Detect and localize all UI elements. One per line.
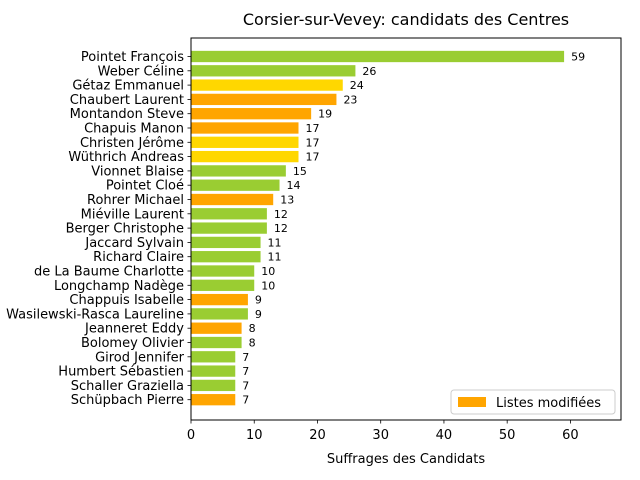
bar xyxy=(191,308,248,320)
bar xyxy=(191,322,242,334)
y-tick-label: Weber Céline xyxy=(98,64,184,79)
y-tick-label: Chappuis Isabelle xyxy=(69,293,184,308)
y-tick-label: Chapuis Manon xyxy=(84,122,184,137)
bar xyxy=(191,251,261,263)
value-label: 59 xyxy=(571,51,585,64)
bar xyxy=(191,65,356,77)
bar xyxy=(191,50,565,63)
value-label: 7 xyxy=(242,379,249,392)
bar xyxy=(191,365,236,377)
bar xyxy=(191,79,343,91)
value-label: 17 xyxy=(306,122,320,135)
bar xyxy=(191,122,299,134)
value-label: 8 xyxy=(249,337,256,350)
y-tick-label: Pointet Cloé xyxy=(106,179,184,194)
y-tick-label: de La Baume Charlotte xyxy=(34,265,184,280)
bar xyxy=(191,236,261,249)
y-tick-label: Berger Christophe xyxy=(66,222,184,237)
y-tick-label: Richard Claire xyxy=(93,250,184,265)
value-label: 13 xyxy=(280,194,294,207)
bar xyxy=(191,93,337,106)
y-tick-label: Gétaz Emmanuel xyxy=(72,79,184,94)
legend-label: Listes modifiées xyxy=(496,396,601,411)
legend-box xyxy=(450,389,616,415)
y-tick-label: Chaubert Laurent xyxy=(70,93,184,108)
bar xyxy=(191,222,267,234)
value-label: 7 xyxy=(242,394,249,407)
y-tick-label: Humbert Sébastien xyxy=(58,365,184,380)
bar xyxy=(191,394,236,406)
plot-frame xyxy=(190,37,622,421)
legend-swatch xyxy=(458,397,486,407)
x-tick-label: 50 xyxy=(499,428,516,443)
x-tick-label: 0 xyxy=(187,428,195,443)
value-label: 12 xyxy=(274,222,288,235)
bar xyxy=(191,179,280,191)
y-tick-label: Wasilewski-Rasca Laureline xyxy=(6,307,184,322)
value-label: 7 xyxy=(242,351,249,364)
bar xyxy=(191,293,248,306)
bar xyxy=(191,136,299,148)
bars-group xyxy=(191,50,565,406)
value-label: 12 xyxy=(274,208,288,221)
bar xyxy=(191,165,286,177)
value-label: 17 xyxy=(306,136,320,149)
y-tick-label: Longchamp Nadège xyxy=(54,279,184,294)
bar xyxy=(191,193,274,206)
value-label: 10 xyxy=(261,279,275,292)
value-label: 8 xyxy=(249,322,256,335)
x-tick-label: 30 xyxy=(372,428,389,443)
y-tick-label: Girod Jennifer xyxy=(95,350,185,365)
bar xyxy=(191,150,299,163)
y-tick-label: Christen Jérôme xyxy=(80,136,184,151)
value-label: 9 xyxy=(255,294,262,307)
x-tick-label: 20 xyxy=(309,428,326,443)
x-tick-label: 10 xyxy=(246,428,263,443)
value-label: 24 xyxy=(350,79,364,92)
bar xyxy=(191,279,255,291)
value-label: 19 xyxy=(318,108,332,121)
y-tick-label: Bolomey Olivier xyxy=(81,336,185,351)
y-tick-label: Pointet François xyxy=(81,50,184,65)
y-tick-label: Jeanneret Eddy xyxy=(84,322,184,337)
bar xyxy=(191,265,255,277)
y-tick-label: Schüpbach Pierre xyxy=(71,393,184,408)
y-tick-label: Wüthrich Andreas xyxy=(68,150,184,165)
value-labels: 5926242319171717151413121211111010998877… xyxy=(242,51,585,407)
legend: Listes modifiées xyxy=(450,389,616,415)
value-label: 15 xyxy=(293,165,307,178)
value-label: 26 xyxy=(362,65,376,78)
value-label: 7 xyxy=(242,365,249,378)
bar xyxy=(191,108,312,120)
y-tick-label: Vionnet Blaise xyxy=(91,164,184,179)
value-label: 14 xyxy=(287,179,301,192)
y-tick-label: Rohrer Michael xyxy=(87,193,184,208)
y-tick-label: Schaller Graziella xyxy=(71,379,184,394)
value-label: 9 xyxy=(255,308,262,321)
bar xyxy=(191,379,236,392)
bar xyxy=(191,351,236,363)
x-axis-label: Suffrages des Candidats xyxy=(327,452,486,467)
x-tick-label: 60 xyxy=(562,428,579,443)
value-label: 17 xyxy=(306,151,320,164)
chart-title: Corsier-sur-Vevey: candidats des Centres xyxy=(243,10,569,29)
bar xyxy=(191,336,242,349)
value-label: 11 xyxy=(268,236,282,249)
x-tick-label: 40 xyxy=(436,428,453,443)
x-ticks: 0 10 20 30 40 50 60 xyxy=(187,420,579,443)
y-tick-label: Miéville Laurent xyxy=(81,207,184,222)
value-label: 23 xyxy=(343,93,357,106)
y-tick-label: Jaccard Sylvain xyxy=(84,236,184,251)
y-tick-label: Montandon Steve xyxy=(70,107,184,122)
bar xyxy=(191,208,267,220)
value-label: 10 xyxy=(261,265,275,278)
value-label: 11 xyxy=(268,251,282,264)
